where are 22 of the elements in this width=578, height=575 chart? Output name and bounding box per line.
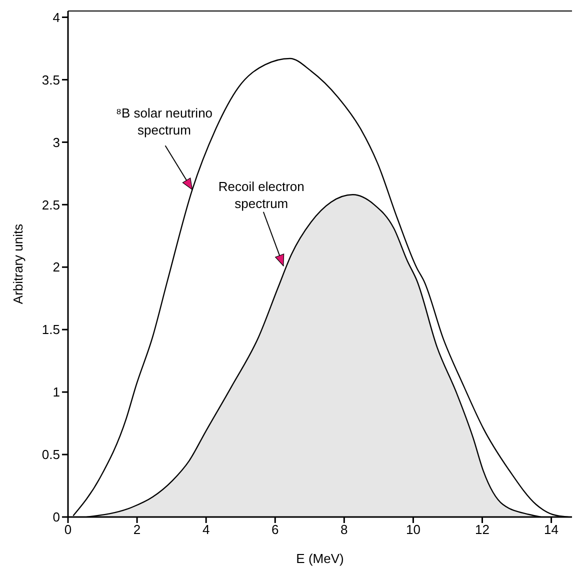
x-tick-label: 4 — [202, 522, 210, 538]
y-tick-label: 1 — [52, 384, 60, 400]
annotation: ⁸B solar neutrino spectrum — [116, 106, 213, 138]
y-tick-label: 3 — [52, 134, 60, 150]
y-tick-label: 3.5 — [42, 72, 60, 88]
x-tick-label: 10 — [406, 522, 420, 538]
y-tick-label: 0.5 — [42, 447, 60, 462]
y-tick-label: 4 — [52, 10, 60, 25]
y-tick-label: 0 — [52, 510, 60, 525]
x-tick-label: 0 — [64, 522, 72, 538]
y-tick-label: 1.5 — [42, 322, 60, 338]
x-axis-title: E (MeV) — [296, 551, 344, 566]
line-series — [72, 58, 570, 517]
y-tick-label: 2.5 — [42, 197, 60, 212]
y-tick-label: 2 — [52, 260, 60, 275]
annotation: Recoil electron spectrum — [218, 178, 304, 211]
y-axis-title: Arbitrary units — [10, 223, 26, 304]
x-tick-label: 6 — [272, 522, 279, 538]
x-tick-label: 12 — [475, 522, 490, 538]
x-tick-label: 8 — [340, 522, 348, 538]
x-tick-label: 14 — [544, 522, 559, 538]
x-tick-label: 2 — [133, 522, 141, 538]
